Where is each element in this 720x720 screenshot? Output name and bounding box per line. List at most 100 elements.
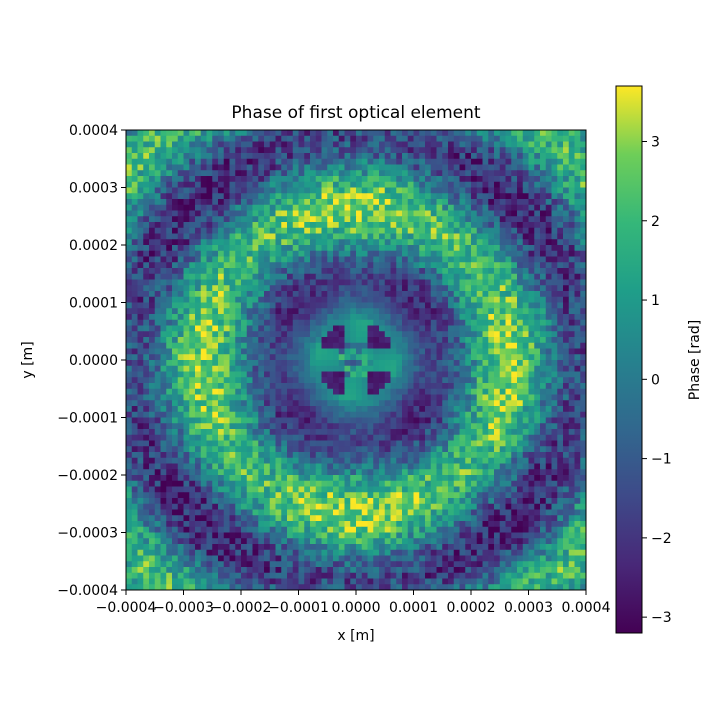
heatmap-cell <box>189 434 196 441</box>
heatmap-cell <box>177 354 184 361</box>
heatmap-cell <box>545 417 552 424</box>
heatmap-cell <box>195 388 202 395</box>
heatmap-cell <box>534 469 541 476</box>
heatmap-cell <box>350 325 357 332</box>
heatmap-cell <box>367 210 374 217</box>
heatmap-cell <box>321 457 328 464</box>
heatmap-cell <box>453 296 460 303</box>
heatmap-cell <box>143 164 150 171</box>
heatmap-cell <box>287 227 294 234</box>
heatmap-cell <box>264 222 271 229</box>
heatmap-cell <box>488 273 495 280</box>
heatmap-cell <box>172 250 179 257</box>
heatmap-cell <box>430 360 437 367</box>
heatmap-cell <box>425 429 432 436</box>
heatmap-cell <box>476 331 483 338</box>
heatmap-cell <box>269 239 276 246</box>
heatmap-cell <box>246 130 253 137</box>
heatmap-cell <box>494 250 501 257</box>
heatmap-cell <box>488 204 495 211</box>
heatmap-cell <box>160 222 167 229</box>
heatmap-cell <box>223 319 230 326</box>
heatmap-cell <box>241 423 248 430</box>
heatmap-cell <box>264 291 271 298</box>
heatmap-cell <box>137 325 144 332</box>
heatmap-cell <box>183 457 190 464</box>
heatmap-cell <box>356 130 363 137</box>
heatmap-cell <box>229 480 236 487</box>
heatmap-cell <box>327 365 334 372</box>
heatmap-cell <box>361 417 368 424</box>
heatmap-cell <box>517 325 524 332</box>
heatmap-cell <box>287 377 294 384</box>
heatmap-cell <box>166 383 173 390</box>
heatmap-cell <box>304 250 311 257</box>
heatmap-cell <box>517 463 524 470</box>
heatmap-cell <box>189 325 196 332</box>
heatmap-cell <box>551 308 558 315</box>
heatmap-cell <box>436 216 443 223</box>
heatmap-cell <box>373 377 380 384</box>
heatmap-cell <box>350 141 357 148</box>
heatmap-cell <box>327 388 334 395</box>
heatmap-cell <box>568 176 575 183</box>
heatmap-cell <box>413 388 420 395</box>
heatmap-cell <box>396 342 403 349</box>
heatmap-cell <box>430 440 437 447</box>
heatmap-cell <box>183 233 190 240</box>
heatmap-cell <box>338 176 345 183</box>
heatmap-cell <box>304 164 311 171</box>
heatmap-cell <box>430 331 437 338</box>
heatmap-cell <box>304 342 311 349</box>
heatmap-cell <box>425 176 432 183</box>
heatmap-cell <box>269 227 276 234</box>
heatmap-cell <box>321 377 328 384</box>
heatmap-cell <box>430 480 437 487</box>
heatmap-cell <box>315 279 322 286</box>
heatmap-cell <box>166 411 173 418</box>
heatmap-cell <box>321 216 328 223</box>
heatmap-cell <box>350 204 357 211</box>
heatmap-cell <box>183 446 190 453</box>
heatmap-cell <box>471 153 478 160</box>
heatmap-cell <box>235 394 242 401</box>
heatmap-cell <box>494 314 501 321</box>
heatmap-cell <box>160 239 167 246</box>
heatmap-cell <box>149 193 156 200</box>
heatmap-cell <box>476 348 483 355</box>
heatmap-cell <box>528 440 535 447</box>
heatmap-cell <box>476 279 483 286</box>
heatmap-cell <box>356 233 363 240</box>
heatmap-cell <box>402 400 409 407</box>
heatmap-cell <box>442 406 449 413</box>
heatmap-cell <box>327 187 334 194</box>
heatmap-cell <box>568 193 575 200</box>
heatmap-cell <box>563 227 570 234</box>
heatmap-cell <box>488 285 495 292</box>
heatmap-cell <box>522 158 529 165</box>
heatmap-cell <box>511 256 518 263</box>
heatmap-cell <box>448 354 455 361</box>
heatmap-cell <box>137 411 144 418</box>
heatmap-cell <box>442 181 449 188</box>
heatmap-cell <box>321 331 328 338</box>
heatmap-cell <box>241 141 248 148</box>
heatmap-cell <box>166 256 173 263</box>
heatmap-cell <box>333 331 340 338</box>
heatmap-cell <box>149 411 156 418</box>
heatmap-cell <box>212 216 219 223</box>
heatmap-cell <box>189 360 196 367</box>
heatmap-cell <box>448 170 455 177</box>
heatmap-cell <box>315 377 322 384</box>
heatmap-cell <box>229 371 236 378</box>
heatmap-cell <box>287 348 294 355</box>
heatmap-cell <box>333 434 340 441</box>
heatmap-cell <box>183 216 190 223</box>
heatmap-cell <box>229 314 236 321</box>
heatmap-cell <box>580 383 587 390</box>
heatmap-cell <box>568 245 575 252</box>
heatmap-cell <box>396 360 403 367</box>
heatmap-cell <box>327 291 334 298</box>
heatmap-cell <box>557 164 564 171</box>
heatmap-cell <box>402 227 409 234</box>
